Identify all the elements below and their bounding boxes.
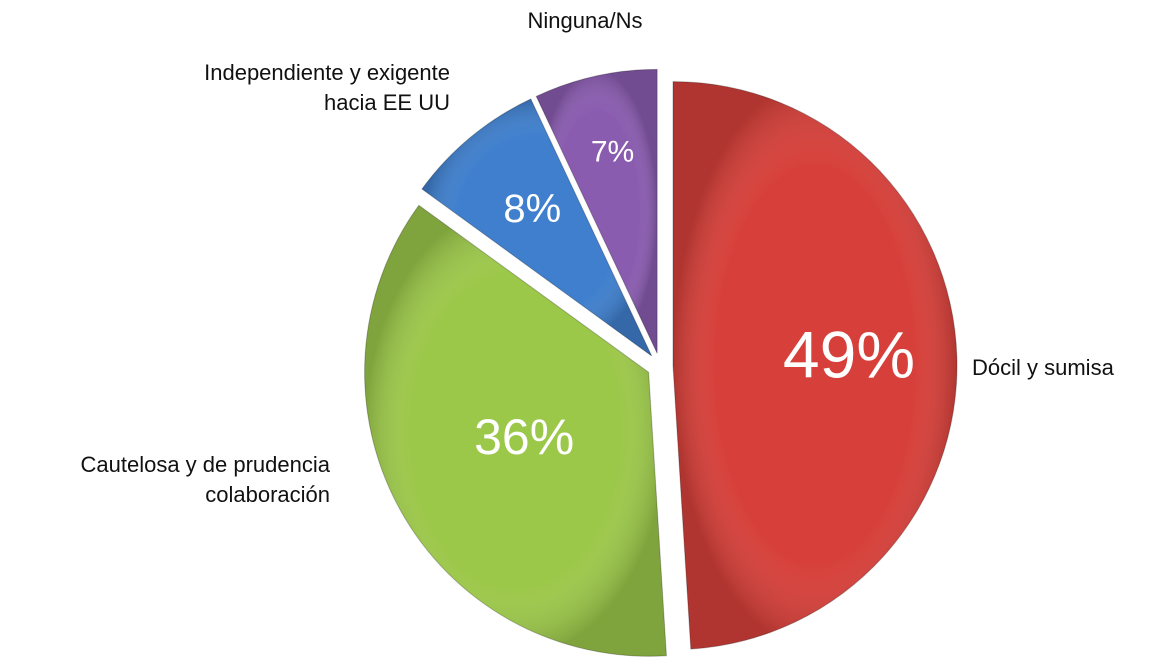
value-label: 36% [474, 409, 574, 465]
value-label: 7% [591, 136, 634, 169]
category-label: Cautelosa y de prudencia colaboración [80, 452, 331, 507]
value-label: 49% [783, 317, 915, 391]
category-label: Independiente y exigente hacia EE UU [204, 60, 450, 115]
category-label: Ninguna/Ns [527, 8, 643, 33]
category-label: Dócil y sumisa [972, 355, 1114, 380]
value-label: 8% [503, 187, 561, 231]
